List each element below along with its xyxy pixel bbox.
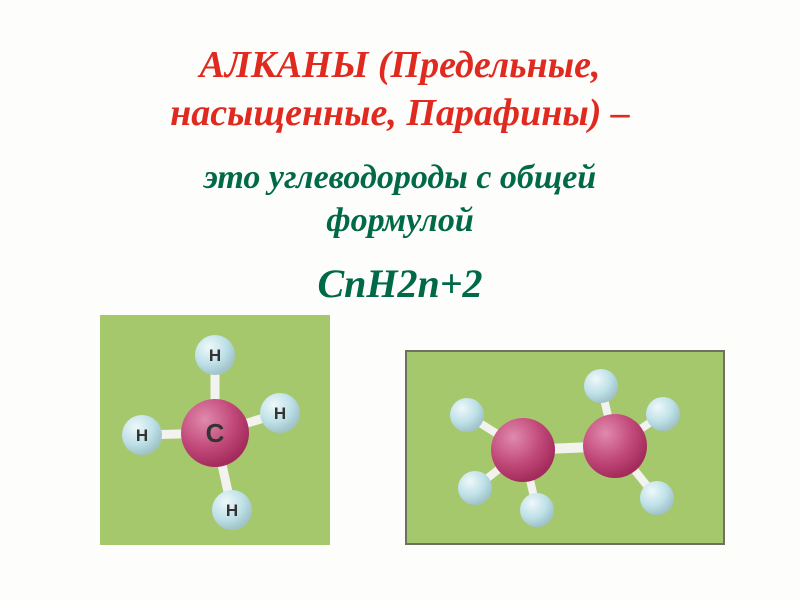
svg-text:H: H [226,501,238,520]
ethane-molecule [405,350,725,545]
methane-molecule: C H H H H [100,315,330,545]
svg-text:C: C [206,418,225,448]
title-line-2: насыщенные, Парафины) – [40,90,760,138]
svg-text:H: H [274,404,286,423]
formula-text: CnH2n+2 [0,260,800,307]
subtitle-line-2: формулой [40,200,760,243]
subtitle-block: это углеводороды с общей формулой [0,157,800,242]
title-block: АЛКАНЫ (Предельные, насыщенные, Парафины… [0,0,800,137]
title-line-1: АЛКАНЫ (Предельные, [40,42,760,90]
svg-text:H: H [209,346,221,365]
svg-text:H: H [136,426,148,445]
formula-block: CnH2n+2 [0,260,800,307]
molecules-region: C H H H H [0,315,800,565]
subtitle-line-1: это углеводороды с общей [40,157,760,200]
